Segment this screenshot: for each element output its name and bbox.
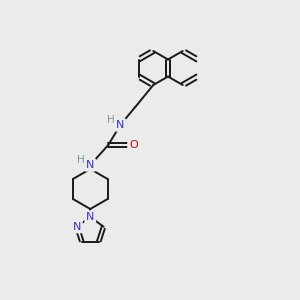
Text: N: N — [116, 120, 124, 130]
Text: N: N — [73, 222, 81, 232]
Text: N: N — [86, 212, 94, 222]
Text: H: H — [107, 115, 115, 125]
Text: N: N — [86, 160, 94, 170]
Text: O: O — [129, 140, 138, 150]
Text: H: H — [77, 155, 85, 165]
